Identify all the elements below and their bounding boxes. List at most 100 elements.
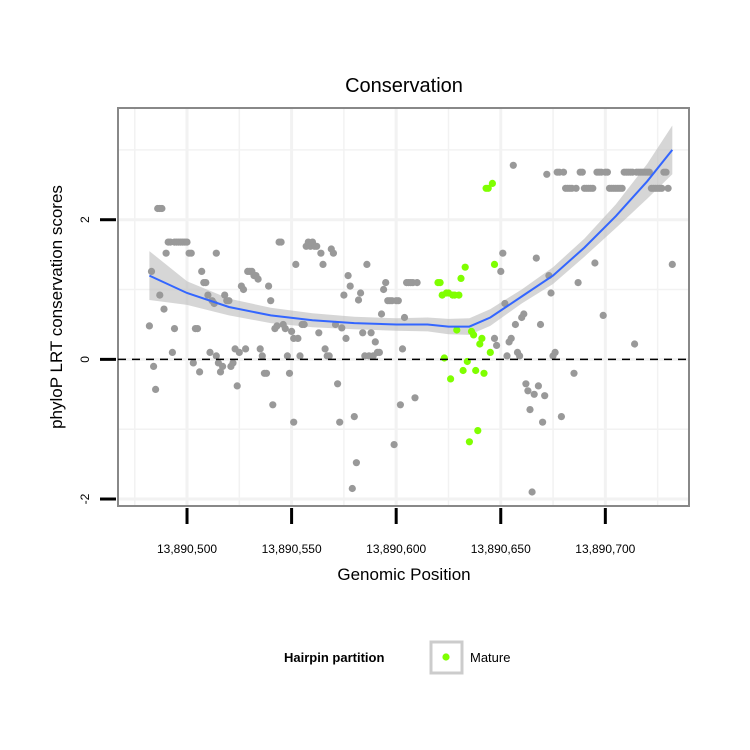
conservation-point bbox=[235, 348, 243, 356]
conservation-point bbox=[283, 352, 291, 360]
conservation-point bbox=[346, 282, 354, 290]
conservation-point bbox=[319, 260, 327, 268]
conservation-point bbox=[258, 352, 266, 360]
conservation-point bbox=[156, 291, 164, 299]
mature-point bbox=[461, 263, 469, 271]
conservation-point bbox=[526, 406, 534, 414]
conservation-point bbox=[329, 249, 337, 257]
mature-point bbox=[486, 348, 494, 356]
y-tick-label: -2 bbox=[78, 493, 92, 504]
conservation-point bbox=[524, 387, 532, 395]
legend-mature-marker bbox=[442, 653, 450, 661]
conservation-point bbox=[212, 352, 220, 360]
conservation-point bbox=[658, 184, 666, 192]
conservation-point bbox=[300, 320, 308, 329]
conservation-point bbox=[541, 392, 549, 400]
conservation-point bbox=[152, 385, 160, 393]
conservation-point bbox=[664, 184, 672, 192]
conservation-point bbox=[578, 168, 586, 176]
conservation-point bbox=[242, 345, 250, 353]
conservation-point bbox=[532, 254, 540, 262]
conservation-point bbox=[547, 289, 555, 297]
conservation-point bbox=[354, 296, 363, 304]
conservation-point bbox=[380, 285, 388, 294]
conservation-point bbox=[530, 390, 538, 398]
conservation-point bbox=[338, 324, 346, 332]
conservation-point bbox=[158, 204, 166, 213]
conservation-point bbox=[344, 272, 352, 280]
conservation-point bbox=[281, 325, 289, 333]
conservation-point bbox=[411, 394, 419, 402]
conservation-point bbox=[591, 259, 599, 267]
mature-point bbox=[447, 375, 455, 383]
conservation-point bbox=[315, 329, 323, 337]
conservation-point bbox=[375, 348, 383, 356]
mature-point bbox=[457, 274, 465, 282]
conservation-point bbox=[196, 368, 204, 376]
conservation-point bbox=[528, 488, 536, 496]
conservation-point bbox=[183, 238, 191, 246]
conservation-point bbox=[520, 310, 528, 318]
mature-point bbox=[484, 184, 492, 192]
smooth-line-layer bbox=[148, 149, 674, 328]
mature-point bbox=[474, 427, 482, 435]
conservation-point bbox=[296, 352, 304, 360]
conservation-point bbox=[216, 368, 225, 376]
x-tick-label: 13,890,700 bbox=[575, 542, 635, 556]
conservation-point bbox=[198, 267, 206, 275]
conservation-point bbox=[534, 382, 543, 390]
conservation-point bbox=[662, 168, 670, 176]
mature-point bbox=[436, 279, 444, 287]
conservation-point bbox=[225, 297, 233, 305]
conservation-point bbox=[267, 297, 275, 305]
y-tick-label: 2 bbox=[78, 216, 92, 223]
conservation-point bbox=[189, 359, 197, 367]
mature-point bbox=[465, 438, 473, 446]
conservation-point bbox=[557, 413, 566, 421]
conservation-point bbox=[367, 329, 375, 337]
mature-point bbox=[455, 291, 463, 299]
chart-title: Conservation bbox=[345, 75, 463, 97]
conservation-point bbox=[357, 289, 365, 297]
legend-title: Hairpin partition bbox=[284, 650, 384, 665]
conservation-point bbox=[570, 369, 578, 377]
conservation-point bbox=[292, 260, 300, 268]
conservation-point bbox=[229, 359, 237, 367]
x-axis-title: Genomic Position bbox=[337, 565, 470, 584]
conservation-point bbox=[631, 340, 639, 348]
conservation-point bbox=[574, 279, 582, 287]
conservation-point bbox=[501, 299, 509, 308]
conservation-point bbox=[336, 418, 344, 426]
conservation-point bbox=[254, 275, 262, 283]
conservation-point bbox=[516, 352, 524, 360]
conservation-point bbox=[219, 362, 227, 370]
conservation-point bbox=[618, 184, 626, 192]
axes: 13,890,500 13,890,550 13,890,600 13,890,650… bbox=[78, 216, 636, 556]
conservation-point bbox=[313, 242, 321, 250]
mature-point bbox=[453, 326, 461, 334]
conservation-point bbox=[265, 282, 273, 290]
legend: Hairpin partition Mature bbox=[284, 640, 510, 675]
conservation-point bbox=[317, 249, 325, 257]
conservation-point bbox=[511, 320, 519, 329]
conservation-point bbox=[668, 260, 676, 268]
conservation-point bbox=[551, 348, 559, 356]
conservation-point bbox=[382, 279, 390, 287]
conservation-point bbox=[559, 168, 568, 176]
conservation-point bbox=[507, 334, 515, 342]
conservation-point bbox=[522, 380, 530, 388]
mature-point bbox=[488, 179, 496, 187]
conservation-point bbox=[212, 249, 220, 257]
conservation-point bbox=[352, 459, 360, 467]
conservation-point bbox=[340, 291, 348, 299]
conservation-point bbox=[145, 322, 153, 330]
legend-label-mature: Mature bbox=[470, 650, 510, 665]
conservation-point bbox=[168, 348, 176, 356]
conservation-point bbox=[162, 249, 170, 257]
conservation-point bbox=[396, 401, 404, 409]
conservation-point bbox=[363, 260, 371, 268]
conservation-point bbox=[599, 311, 607, 319]
conservation-point bbox=[233, 382, 241, 390]
conservation-point bbox=[221, 291, 229, 299]
conservation-point bbox=[497, 267, 505, 275]
